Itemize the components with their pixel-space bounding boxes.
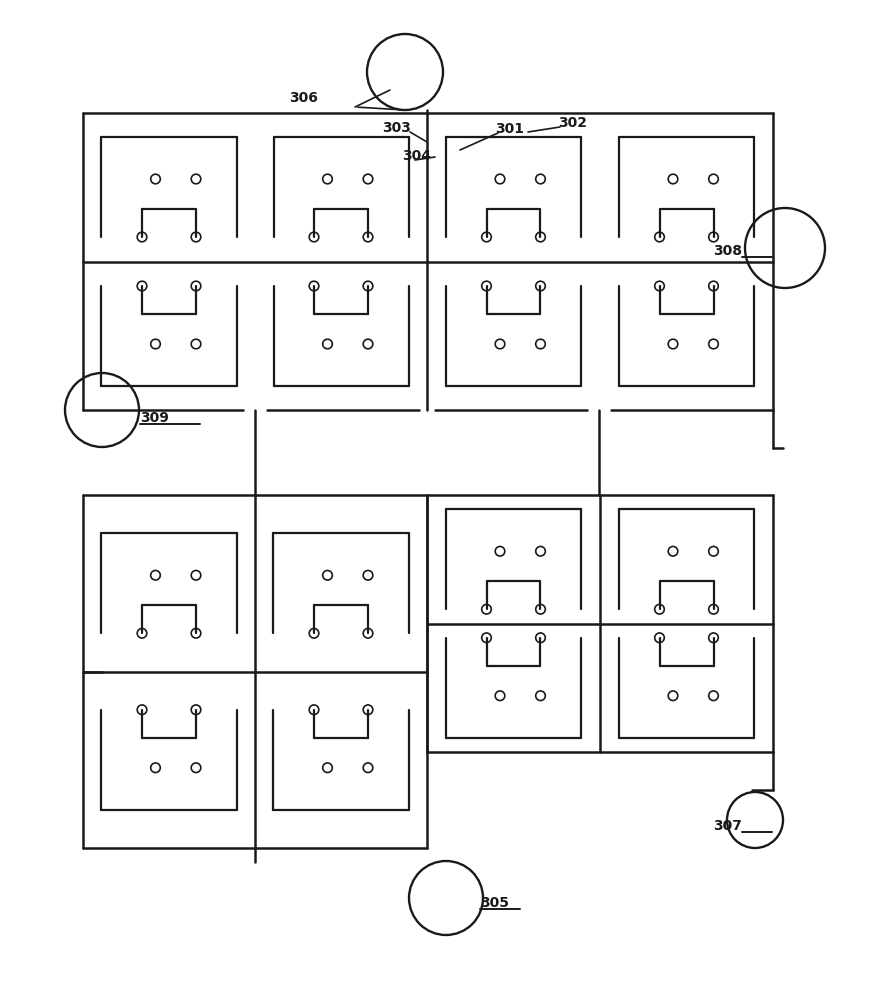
Text: 308: 308 [713, 244, 742, 258]
Text: 305: 305 [480, 896, 509, 910]
Text: 307: 307 [713, 819, 742, 833]
Text: 304: 304 [402, 149, 431, 163]
Text: 309: 309 [140, 411, 169, 425]
Text: 303: 303 [382, 121, 411, 135]
Text: 306: 306 [289, 91, 318, 105]
Text: 301: 301 [495, 122, 524, 136]
Text: 302: 302 [558, 116, 587, 130]
